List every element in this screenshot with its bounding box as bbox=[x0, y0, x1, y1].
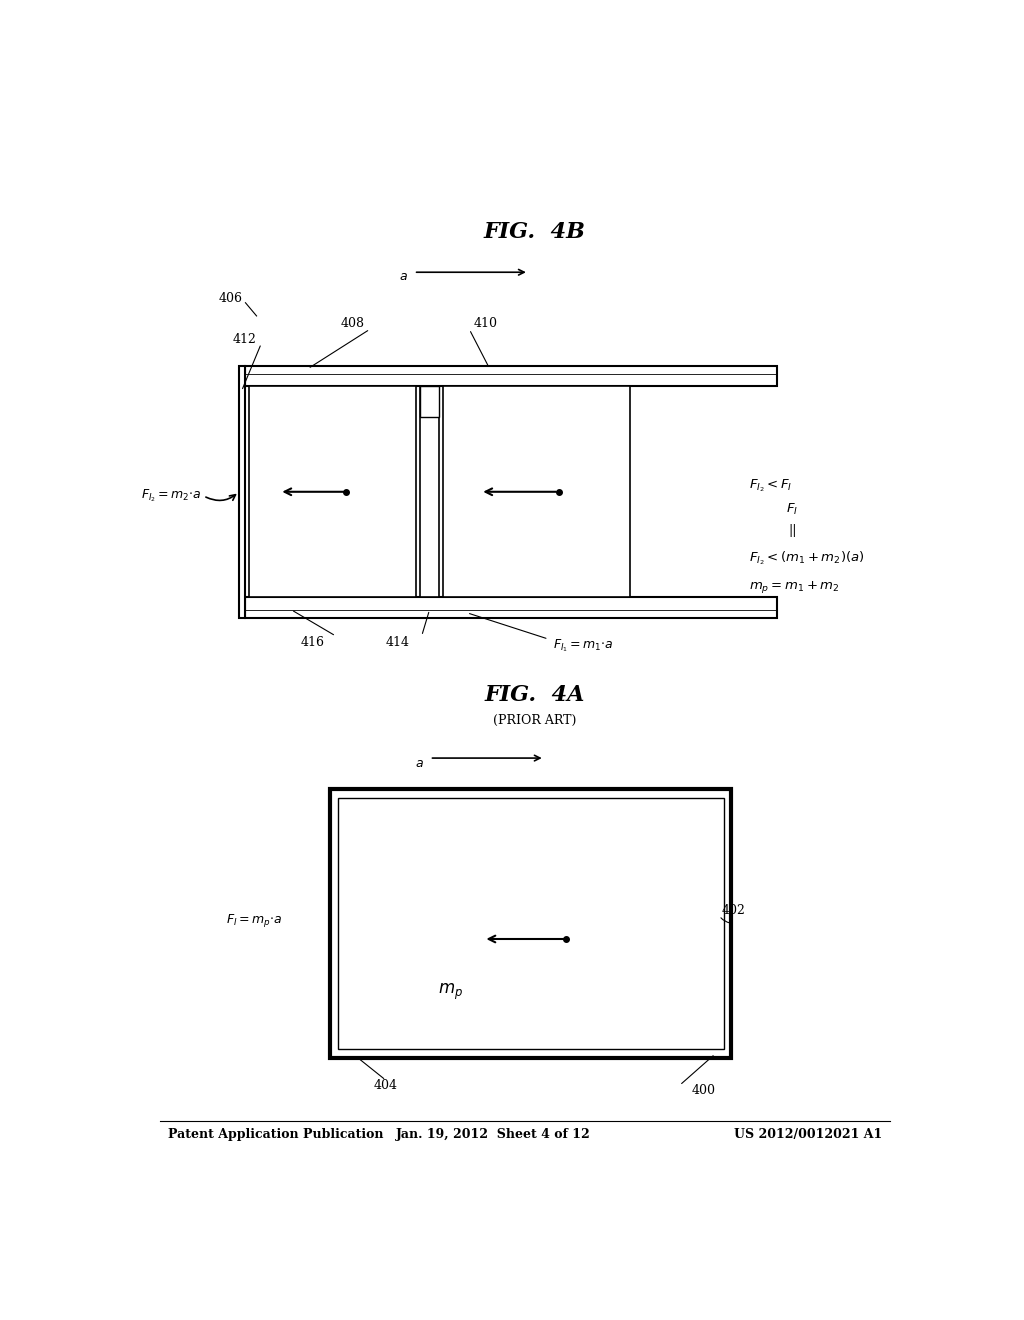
Bar bbox=[420, 385, 439, 417]
Bar bbox=[239, 366, 246, 618]
Bar bbox=[246, 598, 777, 618]
Text: $F_I$: $F_I$ bbox=[786, 502, 799, 516]
Text: $F_{I_1} = m_1{\cdot}a$: $F_{I_1} = m_1{\cdot}a$ bbox=[553, 638, 613, 653]
Text: 414: 414 bbox=[386, 636, 410, 648]
Bar bbox=[338, 797, 724, 1049]
Text: 404: 404 bbox=[374, 1078, 398, 1092]
Text: $F_{I_2} = m_2{\cdot}a$: $F_{I_2} = m_2{\cdot}a$ bbox=[141, 487, 202, 504]
Text: US 2012/0012021 A1: US 2012/0012021 A1 bbox=[733, 1127, 882, 1140]
Bar bbox=[331, 788, 731, 1057]
Text: FIG.  4A: FIG. 4A bbox=[484, 684, 585, 706]
Text: $m_p = m_1 + m_2$: $m_p = m_1 + m_2$ bbox=[749, 579, 840, 595]
Text: 406: 406 bbox=[219, 292, 243, 305]
Text: $F_{I_2} < F_I$: $F_{I_2} < F_I$ bbox=[749, 478, 792, 494]
Text: FIG.  4B: FIG. 4B bbox=[483, 220, 586, 243]
Text: 416: 416 bbox=[301, 636, 325, 648]
Text: 400: 400 bbox=[691, 1084, 716, 1097]
Bar bbox=[246, 366, 777, 385]
Text: ||: || bbox=[788, 524, 797, 537]
Text: Patent Application Publication: Patent Application Publication bbox=[168, 1127, 383, 1140]
Text: Jan. 19, 2012  Sheet 4 of 12: Jan. 19, 2012 Sheet 4 of 12 bbox=[395, 1127, 591, 1140]
Text: $a$: $a$ bbox=[399, 269, 409, 282]
Text: $m_p$: $m_p$ bbox=[437, 982, 463, 1002]
Bar bbox=[250, 385, 416, 598]
Text: 412: 412 bbox=[232, 333, 257, 346]
Text: $a$: $a$ bbox=[415, 756, 424, 770]
Text: 408: 408 bbox=[341, 317, 365, 330]
Text: 410: 410 bbox=[473, 317, 498, 330]
Text: $F_{I_2} < (m_1 + m_2)(a)$: $F_{I_2} < (m_1 + m_2)(a)$ bbox=[749, 549, 864, 566]
Bar bbox=[420, 385, 439, 598]
Text: (PRIOR ART): (PRIOR ART) bbox=[493, 714, 577, 727]
Text: 402: 402 bbox=[722, 904, 745, 917]
Text: $F_I = m_p{\cdot}a$: $F_I = m_p{\cdot}a$ bbox=[226, 912, 283, 929]
Bar bbox=[443, 385, 630, 598]
